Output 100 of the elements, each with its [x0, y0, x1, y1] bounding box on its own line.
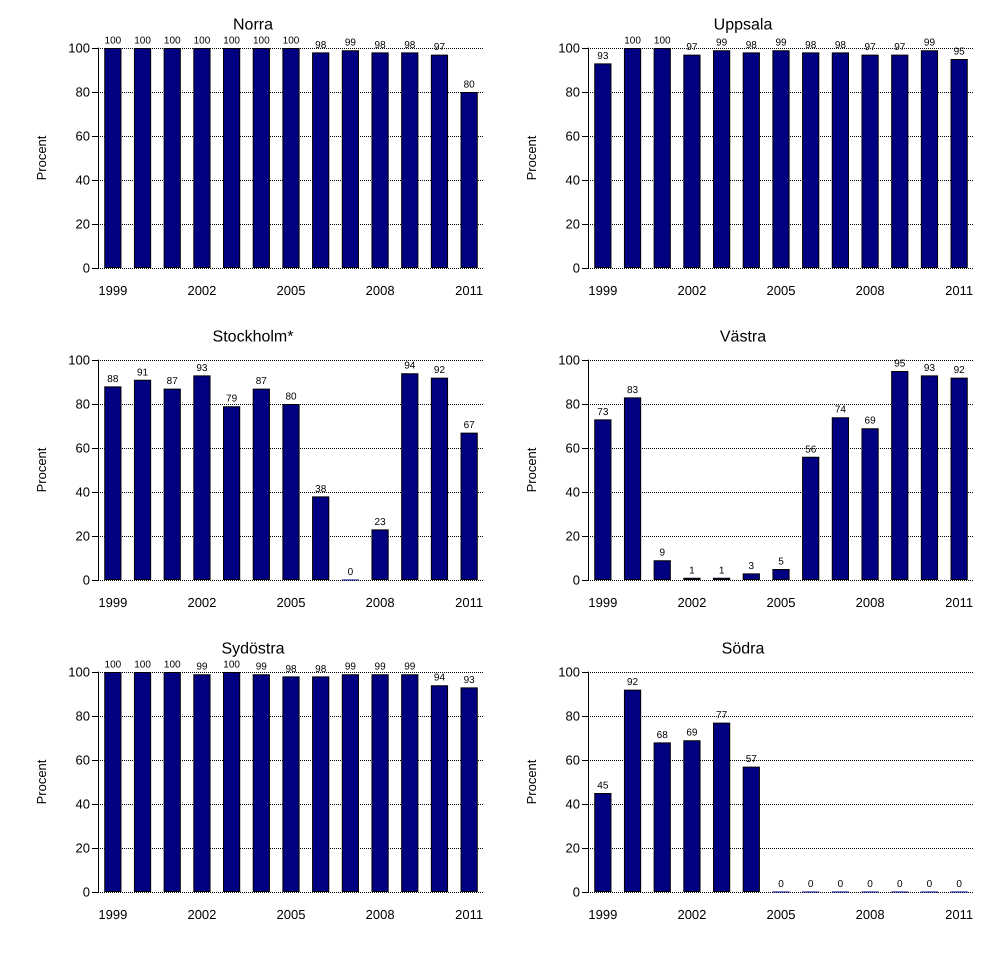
x-tick-label: 2005 — [276, 907, 306, 922]
y-tick-label: 40 — [566, 172, 580, 188]
data-label: 92 — [954, 365, 966, 376]
data-label: 93 — [464, 674, 476, 686]
y-tick-label: 80 — [566, 708, 580, 724]
y-tick-label: 100 — [558, 352, 580, 368]
data-label: 1 — [689, 565, 696, 576]
data-label: 93 — [196, 362, 208, 374]
y-axis-title: Procent — [524, 135, 539, 180]
x-tick-label: 2002 — [677, 283, 706, 298]
x-tick-label: 2011 — [455, 907, 484, 922]
data-label: 80 — [285, 392, 297, 402]
data-label: 9 — [659, 548, 666, 559]
data-label: 83 — [626, 384, 639, 396]
y-tick-label: 20 — [76, 216, 90, 232]
y-tick-label: 20 — [566, 528, 580, 544]
y-tick-label: 40 — [76, 796, 90, 812]
x-tick-label: 1999 — [98, 907, 128, 922]
data-label: 100 — [624, 36, 642, 46]
data-label: 99 — [256, 662, 268, 673]
data-label: 100 — [194, 36, 211, 46]
x-tick-label: 2008 — [366, 595, 395, 610]
x-tick-label: 1999 — [588, 283, 618, 298]
data-label: 38 — [315, 484, 327, 495]
x-tick-label: 2008 — [366, 283, 395, 298]
y-tick-label: 40 — [76, 172, 90, 188]
data-label: 87 — [256, 376, 268, 388]
data-label: 98 — [285, 664, 297, 675]
data-label: 100 — [104, 36, 122, 46]
x-tick-label: 2002 — [187, 283, 216, 298]
y-tick-label: 100 — [68, 40, 90, 56]
x-tick-label: 2011 — [455, 283, 484, 298]
data-label: 98 — [315, 40, 327, 51]
y-tick-label: 20 — [566, 840, 580, 856]
y-tick-label: 80 — [76, 84, 90, 100]
data-label: 91 — [136, 367, 149, 378]
y-tick-label: 100 — [558, 40, 580, 56]
x-tick-label: 2008 — [856, 907, 885, 922]
data-label: 98 — [805, 40, 817, 51]
data-label: 80 — [464, 80, 476, 90]
data-label: 100 — [104, 660, 122, 670]
data-label: 98 — [374, 40, 386, 51]
y-tick-label: 80 — [76, 708, 90, 724]
y-tick-label: 100 — [68, 664, 90, 680]
data-label: 99 — [374, 662, 386, 673]
y-tick-label: 60 — [566, 128, 580, 144]
y-tick-label: 20 — [76, 528, 90, 544]
x-tick-label: 2008 — [856, 283, 885, 298]
y-axis-title: Procent — [34, 135, 49, 180]
data-label: 79 — [226, 394, 238, 405]
data-label: 0 — [348, 567, 354, 578]
data-label: 98 — [404, 40, 416, 51]
data-label: 0 — [838, 879, 844, 890]
x-tick-label: 2011 — [455, 595, 484, 610]
data-label: 0 — [808, 879, 814, 890]
data-label: 92 — [434, 365, 446, 376]
data-label: 23 — [374, 516, 386, 528]
chart-title: Norra — [232, 16, 274, 34]
y-tick-label: 0 — [82, 884, 90, 900]
data-label: 1 — [718, 565, 725, 576]
y-tick-label: 0 — [82, 572, 90, 588]
y-tick-label: 80 — [566, 396, 580, 412]
data-label: 67 — [464, 420, 476, 432]
y-tick-label: 0 — [572, 884, 580, 900]
data-label: 99 — [775, 38, 787, 49]
data-label: 93 — [924, 362, 936, 374]
y-tick-label: 40 — [566, 796, 580, 812]
y-axis-title: Procent — [524, 447, 539, 492]
y-tick-label: 60 — [76, 752, 90, 768]
y-tick-label: 0 — [82, 260, 90, 276]
data-label: 99 — [924, 38, 936, 49]
data-label: 0 — [956, 879, 962, 890]
data-label: 87 — [166, 376, 178, 388]
x-tick-label: 1999 — [588, 907, 618, 922]
data-label: 100 — [164, 36, 182, 46]
y-tick-label: 40 — [76, 484, 90, 500]
x-tick-label: 2005 — [766, 907, 796, 922]
chart-title: Södra — [722, 640, 764, 658]
data-label: 69 — [864, 416, 876, 427]
x-tick-label: 2008 — [366, 907, 395, 922]
data-label: 98 — [834, 40, 846, 51]
x-tick-label: 1999 — [98, 283, 128, 298]
x-tick-label: 2002 — [677, 907, 706, 922]
data-label: 99 — [404, 662, 416, 673]
data-label: 100 — [223, 36, 240, 46]
data-label: 68 — [656, 730, 668, 741]
x-tick-label: 1999 — [98, 595, 128, 610]
data-label: 100 — [164, 660, 182, 670]
data-label: 99 — [716, 38, 728, 49]
y-tick-label: 80 — [566, 84, 580, 100]
x-tick-label: 2011 — [945, 595, 974, 610]
data-label: 0 — [778, 879, 784, 890]
data-label: 3 — [748, 560, 755, 572]
data-label: 100 — [282, 36, 300, 46]
x-tick-label: 2002 — [677, 595, 706, 610]
y-tick-label: 60 — [566, 752, 580, 768]
data-label: 100 — [654, 36, 672, 46]
y-tick-label: 0 — [572, 260, 580, 276]
data-label: 92 — [626, 677, 639, 688]
y-axis-title: Procent — [34, 447, 49, 492]
